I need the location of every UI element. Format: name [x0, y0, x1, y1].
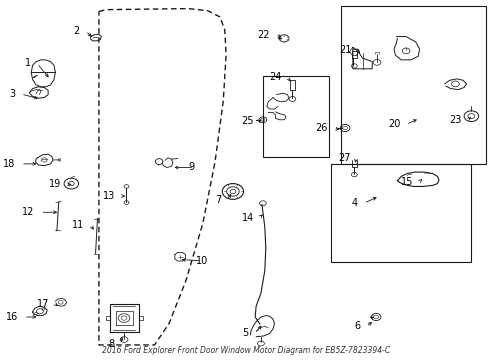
- Text: 18: 18: [3, 159, 15, 169]
- Text: 24: 24: [268, 72, 281, 82]
- Text: 3: 3: [9, 89, 15, 99]
- Text: 16: 16: [6, 312, 18, 322]
- Text: 1: 1: [25, 58, 31, 68]
- Text: 17: 17: [37, 299, 49, 309]
- Text: 11: 11: [72, 220, 84, 230]
- Text: 13: 13: [102, 191, 115, 201]
- Bar: [340, 6, 485, 164]
- Text: 19: 19: [49, 179, 61, 189]
- Text: 12: 12: [22, 207, 35, 217]
- Text: 7: 7: [215, 195, 221, 205]
- Text: 23: 23: [448, 115, 461, 125]
- Bar: [330, 164, 470, 262]
- Text: 5: 5: [242, 328, 248, 338]
- Bar: [263, 76, 328, 157]
- Text: 20: 20: [387, 120, 400, 129]
- Text: 22: 22: [257, 30, 269, 40]
- Text: 27: 27: [337, 153, 350, 163]
- Text: 10: 10: [195, 256, 207, 266]
- Text: 6: 6: [353, 321, 359, 331]
- Text: 2: 2: [73, 26, 80, 36]
- Text: 9: 9: [188, 162, 194, 172]
- Text: 26: 26: [315, 123, 327, 133]
- Text: 8: 8: [108, 339, 115, 349]
- Text: 25: 25: [241, 116, 253, 126]
- Text: 4: 4: [351, 198, 357, 208]
- Text: 2016 Ford Explorer Front Door Window Motor Diagram for EB5Z-7823394-C: 2016 Ford Explorer Front Door Window Mot…: [102, 346, 390, 355]
- Text: 14: 14: [241, 213, 253, 222]
- Text: 21: 21: [339, 45, 351, 55]
- Text: 15: 15: [400, 177, 412, 187]
